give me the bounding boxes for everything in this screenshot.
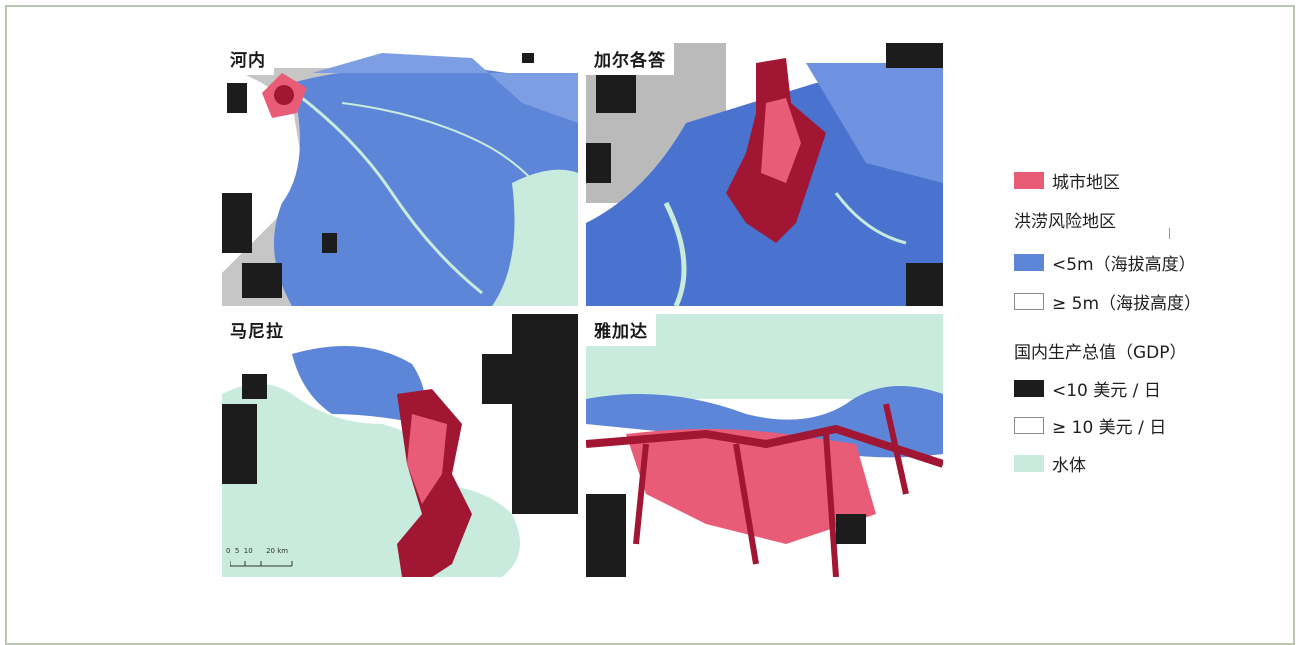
scale-bar: 0 5 10 20 km: [226, 547, 326, 573]
legend-label-under10: <10 美元 / 日: [1052, 381, 1161, 401]
map-hanoi-graphic: [222, 43, 578, 306]
legend-label-over10: ≥ 10 美元 / 日: [1052, 418, 1167, 438]
legend-item-over10: ≥ 10 美元 / 日: [1014, 413, 1166, 438]
swatch-above5: [1014, 293, 1044, 310]
swatch-over10: [1014, 417, 1044, 434]
legend-item-urban: 城市地区: [1014, 168, 1120, 193]
map-manila: 马尼拉: [222, 314, 578, 577]
legend-item-below5: <5m（海拔高度）: [1014, 250, 1196, 275]
legend-heading-flood: 洪涝风险地区: [1014, 207, 1116, 232]
map-label-kolkata: 加尔各答: [586, 43, 674, 75]
map-manila-graphic: [222, 314, 578, 577]
legend-heading-gdp: 国内生产总值（GDP）: [1014, 338, 1187, 363]
map-hanoi: 河内: [222, 43, 578, 306]
swatch-urban: [1014, 172, 1044, 189]
scale-bar-ticks: 0 5 10 20 km: [226, 547, 289, 555]
legend-gdp-heading: 国内生产总值（GDP）: [1014, 343, 1187, 363]
legend-item-under10: <10 美元 / 日: [1014, 376, 1161, 401]
legend-label-above5: ≥ 5m（海拔高度）: [1052, 294, 1202, 314]
legend-mark: [1169, 228, 1170, 239]
map-label-manila: 马尼拉: [222, 314, 292, 346]
swatch-water: [1014, 455, 1044, 472]
map-kolkata: 加尔各答: [586, 43, 943, 306]
swatch-under10: [1014, 380, 1044, 397]
map-label-jakarta: 雅加达: [586, 314, 656, 346]
legend-label-below5: <5m（海拔高度）: [1052, 255, 1196, 275]
map-jakarta-graphic: [586, 314, 943, 577]
legend-label-urban: 城市地区: [1052, 173, 1120, 193]
legend-flood-heading: 洪涝风险地区: [1014, 212, 1116, 232]
legend-item-water: 水体: [1014, 451, 1086, 476]
swatch-below5: [1014, 254, 1044, 271]
map-label-hanoi: 河内: [222, 43, 274, 75]
map-kolkata-graphic: [586, 43, 943, 306]
legend-label-water: 水体: [1052, 456, 1086, 476]
legend-item-above5: ≥ 5m（海拔高度）: [1014, 289, 1201, 314]
scale-bar-ruler: [230, 561, 293, 567]
map-jakarta: 雅加达: [586, 314, 943, 577]
